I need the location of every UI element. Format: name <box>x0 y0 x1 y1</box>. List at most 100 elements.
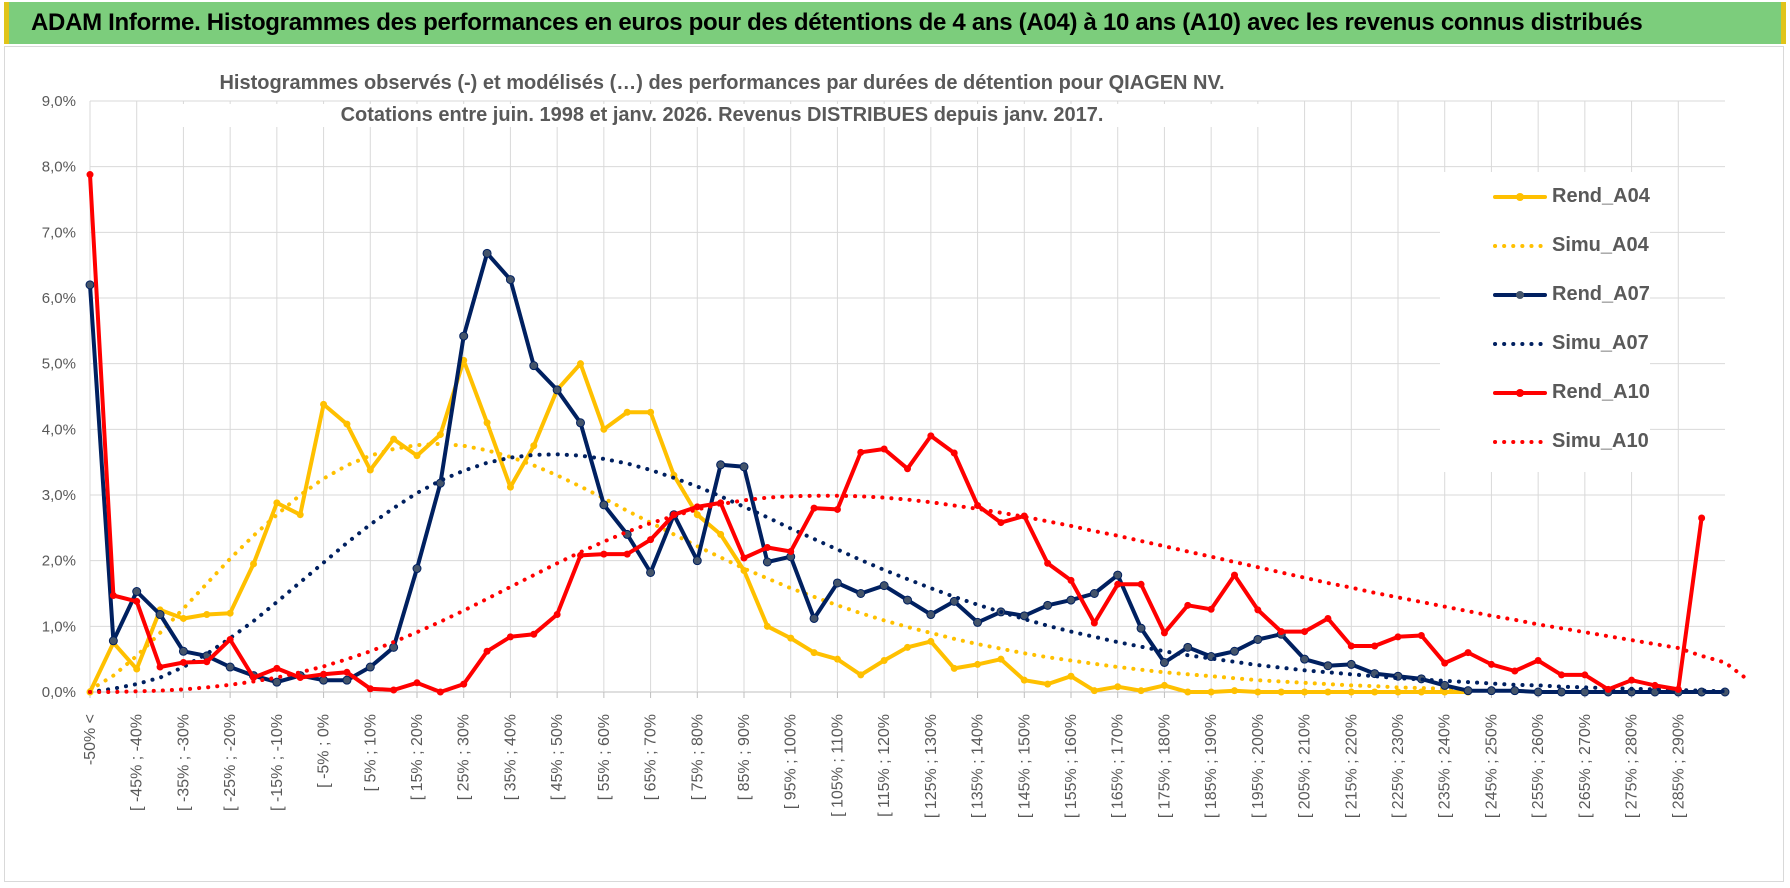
x-tick-label: [ 285% ; 290% <box>1670 714 1687 818</box>
x-tick-label: [ -5% ; 0% <box>316 714 333 788</box>
data-point-rend-a04 <box>273 499 281 507</box>
x-tick-label: [ 205% ; 210% <box>1297 714 1314 818</box>
data-point-rend-a07 <box>1533 687 1543 697</box>
data-point-rend-a10 <box>950 449 958 457</box>
data-point-rend-a04 <box>810 649 818 657</box>
x-tick-label: [ -45% ; -40% <box>129 714 146 811</box>
data-point-rend-a04 <box>1301 688 1309 696</box>
data-point-rend-a10 <box>740 554 748 562</box>
data-point-rend-a07 <box>225 662 235 672</box>
legend-marker <box>1516 389 1524 397</box>
x-tick-label: [ 245% ; 250% <box>1483 714 1500 818</box>
data-point-rend-a04 <box>1137 687 1145 695</box>
x-tick-label: [ 195% ; 200% <box>1250 714 1267 818</box>
legend-swatch <box>1493 389 1547 397</box>
x-tick-label: [ 35% ; 40% <box>502 714 519 800</box>
data-point-rend-a04 <box>250 560 257 568</box>
data-point-rend-a04 <box>320 400 328 408</box>
data-point-rend-a10 <box>1137 580 1145 588</box>
data-point-rend-a07 <box>365 662 375 672</box>
data-point-rend-a04 <box>997 655 1005 663</box>
data-point-rend-a10 <box>1277 628 1285 636</box>
data-point-rend-a10 <box>1511 667 1519 675</box>
legend-swatch <box>1493 291 1547 299</box>
y-tick-label: 4,0% <box>42 421 76 438</box>
data-point-rend-a07 <box>1580 687 1590 697</box>
data-point-rend-a04 <box>1347 688 1355 696</box>
data-point-rend-a10 <box>343 668 351 676</box>
data-point-rend-a10 <box>506 633 514 641</box>
data-point-rend-a04 <box>763 622 771 630</box>
data-point-rend-a04 <box>600 425 608 433</box>
data-point-rend-a04 <box>343 420 351 428</box>
data-point-rend-a07 <box>529 361 539 371</box>
x-tick-label: [ 5% ; 10% <box>362 714 379 791</box>
series-line-simu-a07 <box>88 452 1727 694</box>
data-point-rend-a10 <box>226 635 234 643</box>
data-point-rend-a04 <box>1231 687 1238 695</box>
x-tick-label: [ 135% ; 140% <box>970 714 987 818</box>
data-point-rend-a10 <box>833 505 841 513</box>
data-point-rend-a10 <box>810 504 818 512</box>
data-point-rend-a07 <box>482 248 492 258</box>
data-point-rend-a04 <box>390 435 398 443</box>
data-point-rend-a10 <box>366 685 374 693</box>
data-point-rend-a10 <box>1487 660 1495 668</box>
x-tick-label: [ -25% ; -20% <box>222 714 239 811</box>
legend-item-rend-a10: Rend_A10 <box>1440 378 1650 408</box>
data-point-rend-a07 <box>1136 623 1146 633</box>
x-tick-label: -50% < <box>82 714 99 765</box>
legend-label: Rend_A10 <box>1552 381 1650 403</box>
data-point-rend-a07 <box>879 581 889 591</box>
data-point-rend-a10 <box>273 664 281 672</box>
x-tick-label: [ 115% ; 120% <box>876 714 893 817</box>
data-point-rend-a07 <box>1043 600 1053 610</box>
data-point-rend-a10 <box>250 674 257 682</box>
legend-item-simu-a10: Simu_A10 <box>1440 427 1650 457</box>
data-point-rend-a07 <box>1463 686 1473 696</box>
data-point-rend-a10 <box>1441 659 1449 667</box>
x-tick-label: [ 45% ; 50% <box>549 714 566 800</box>
data-point-rend-a04 <box>413 452 421 460</box>
x-tick-label: [ 125% ; 130% <box>923 714 940 818</box>
data-point-rend-a07 <box>155 610 165 620</box>
data-point-rend-a07 <box>832 578 842 588</box>
data-point-rend-a07 <box>1486 686 1496 696</box>
data-point-rend-a10 <box>1324 614 1332 622</box>
data-point-rend-a10 <box>1347 642 1355 650</box>
data-point-rend-a10 <box>1160 629 1168 637</box>
x-tick-label: [ 25% ; 30% <box>456 714 473 800</box>
data-point-rend-a10 <box>763 544 771 552</box>
data-point-rend-a07 <box>342 675 352 685</box>
data-point-rend-a07 <box>646 567 656 577</box>
x-tick-label: [ 215% ; 220% <box>1343 714 1360 818</box>
data-point-rend-a10 <box>1674 685 1682 693</box>
data-point-rend-a10 <box>436 688 444 696</box>
data-point-rend-a10 <box>1090 619 1098 627</box>
data-point-rend-a04 <box>226 609 234 617</box>
data-point-rend-a04 <box>693 511 701 519</box>
x-tick-label: [ 255% ; 260% <box>1530 714 1547 818</box>
data-point-rend-a10 <box>1044 559 1052 567</box>
data-point-rend-a07 <box>1113 570 1123 580</box>
data-point-rend-a04 <box>436 431 444 439</box>
data-point-rend-a10 <box>1067 576 1075 584</box>
data-point-rend-a10 <box>1581 671 1589 679</box>
data-point-rend-a10 <box>927 432 935 440</box>
legend-swatch <box>1493 244 1547 248</box>
x-tick-label: [ 185% ; 190% <box>1203 714 1220 818</box>
data-point-rend-a07 <box>1159 657 1169 667</box>
data-point-rend-a07 <box>1253 634 1263 644</box>
y-tick-label: 3,0% <box>42 487 76 504</box>
data-point-rend-a10 <box>1371 642 1379 650</box>
data-point-rend-a07 <box>389 642 399 652</box>
data-point-rend-a07 <box>85 280 95 290</box>
legend-item-simu-a04: Simu_A04 <box>1440 231 1650 261</box>
data-point-rend-a04 <box>506 483 514 491</box>
data-point-rend-a10 <box>787 547 795 555</box>
legend-label: Simu_A04 <box>1552 234 1649 256</box>
data-point-rend-a04 <box>1114 683 1122 691</box>
legend-swatch <box>1493 342 1547 346</box>
data-point-rend-a10 <box>600 550 608 558</box>
data-point-rend-a04 <box>1371 688 1379 696</box>
